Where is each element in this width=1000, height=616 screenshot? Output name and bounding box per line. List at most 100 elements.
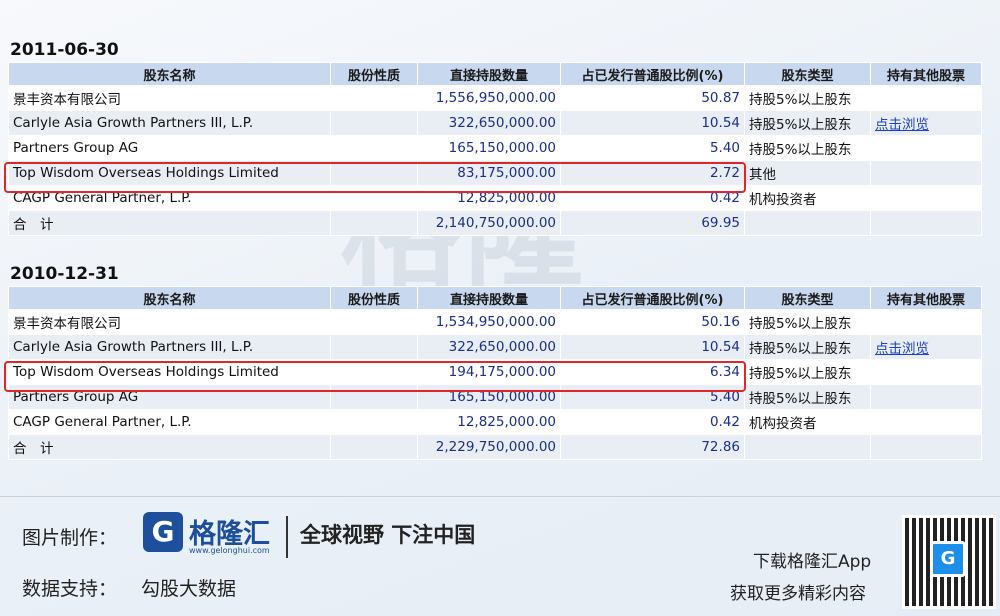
cell-nature <box>330 434 418 460</box>
cell-other <box>870 185 982 211</box>
data-source: 勾股大数据 <box>141 578 237 600</box>
highlight-box-2011 <box>4 162 746 193</box>
cell-nature <box>330 384 418 410</box>
table-row: CAGP General Partner, L.P. 12,825,000.00… <box>8 185 982 211</box>
cell-type <box>744 210 871 236</box>
cell-ratio: 5.40 <box>560 384 745 410</box>
cell-shares: 2,140,750,000.00 <box>417 210 561 236</box>
header-shares: 直接持股数量 <box>417 286 561 310</box>
cell-nature <box>330 110 418 136</box>
header-other: 持有其他股票 <box>870 62 982 86</box>
cell-type <box>744 434 871 460</box>
section-date: 2011-06-30 <box>10 40 119 60</box>
cell-nature <box>330 334 418 360</box>
cell-ratio: 5.40 <box>560 135 745 161</box>
table-row: Carlyle Asia Growth Partners III, L.P. 3… <box>8 334 982 360</box>
cell-shares: 322,650,000.00 <box>417 110 561 136</box>
data-label: 数据支持： <box>22 578 118 600</box>
cell-type: 持股5%以上股东 <box>744 135 871 161</box>
cell-shares: 165,150,000.00 <box>417 384 561 410</box>
cell-type: 持股5%以上股东 <box>744 359 871 385</box>
cell-ratio: 50.87 <box>560 85 745 111</box>
table-row: 景丰资本有限公司 1,534,950,000.00 50.16 持股5%以上股东 <box>8 309 982 335</box>
cell-ratio: 72.86 <box>560 434 745 460</box>
cell-nature <box>330 185 418 211</box>
cell-shares: 83,175,000.00 <box>417 160 561 186</box>
slogan: 全球视野 下注中国 <box>300 523 476 547</box>
download-text-2: 获取更多精彩内容 <box>730 584 866 604</box>
cell-name: 合 计 <box>8 434 331 460</box>
highlight-box-2010 <box>4 361 746 392</box>
cell-nature <box>330 85 418 111</box>
cell-shares: 165,150,000.00 <box>417 135 561 161</box>
cell-name: Partners Group AG <box>8 384 331 410</box>
cell-shares: 1,556,950,000.00 <box>417 85 561 111</box>
cell-other <box>870 210 982 236</box>
shareholder-section-2011: 2011-06-30 股东名称 股份性质 直接持股数量 占已发行普通股比例(%)… <box>8 38 982 236</box>
cell-name: Carlyle Asia Growth Partners III, L.P. <box>8 110 331 136</box>
table-header-row: 股东名称 股份性质 直接持股数量 占已发行普通股比例(%) 股东类型 持有其他股… <box>8 286 982 310</box>
cell-type: 机构投资者 <box>744 409 871 435</box>
cell-other <box>870 85 982 111</box>
table-row: Top Wisdom Overseas Holdings Limited 194… <box>8 359 982 385</box>
header-ratio: 占已发行普通股比例(%) <box>560 62 745 86</box>
cell-nature <box>330 309 418 335</box>
cell-other <box>870 309 982 335</box>
cell-other <box>870 359 982 385</box>
cell-shares: 12,825,000.00 <box>417 185 561 211</box>
shareholder-table: 股东名称 股份性质 直接持股数量 占已发行普通股比例(%) 股东类型 持有其他股… <box>8 62 982 236</box>
browse-link[interactable]: 点击浏览 <box>870 110 982 136</box>
cell-ratio: 50.16 <box>560 309 745 335</box>
cell-name: CAGP General Partner, L.P. <box>8 185 331 211</box>
cell-name: 景丰资本有限公司 <box>8 309 331 335</box>
cell-shares: 1,534,950,000.00 <box>417 309 561 335</box>
header-name: 股东名称 <box>8 62 331 86</box>
cell-shares: 322,650,000.00 <box>417 334 561 360</box>
header-type: 股东类型 <box>744 62 871 86</box>
cell-nature <box>330 135 418 161</box>
header-other: 持有其他股票 <box>870 286 982 310</box>
cell-type: 持股5%以上股东 <box>744 309 871 335</box>
credit-label: 图片制作： <box>22 527 118 549</box>
cell-other <box>870 409 982 435</box>
table-row: Top Wisdom Overseas Holdings Limited 83,… <box>8 160 982 186</box>
cell-type: 持股5%以上股东 <box>744 110 871 136</box>
logo-name: 格隆汇 <box>189 519 270 550</box>
download-text-1: 下载格隆汇App <box>753 552 872 572</box>
browse-link[interactable]: 点击浏览 <box>870 334 982 360</box>
cell-shares: 12,825,000.00 <box>417 409 561 435</box>
cell-ratio: 0.42 <box>560 409 745 435</box>
header-nature: 股份性质 <box>330 286 418 310</box>
cell-type: 机构投资者 <box>744 185 871 211</box>
section-date: 2010-12-31 <box>10 264 119 284</box>
header-type: 股东类型 <box>744 286 871 310</box>
cell-ratio: 69.95 <box>560 210 745 236</box>
cell-type: 持股5%以上股东 <box>744 85 871 111</box>
gelonghui-logo-icon: G <box>143 512 183 552</box>
logo-url: www.gelonghui.com <box>189 546 270 555</box>
cell-name: 景丰资本有限公司 <box>8 85 331 111</box>
cell-name: CAGP General Partner, L.P. <box>8 409 331 435</box>
cell-type: 持股5%以上股东 <box>744 334 871 360</box>
cell-type: 其他 <box>744 160 871 186</box>
table-row: Partners Group AG 165,150,000.00 5.40 持股… <box>8 135 982 161</box>
cell-nature <box>330 409 418 435</box>
footer-divider <box>0 496 1000 497</box>
cell-other <box>870 135 982 161</box>
table-row: Carlyle Asia Growth Partners III, L.P. 3… <box>8 110 982 136</box>
cell-other <box>870 434 982 460</box>
header-ratio: 占已发行普通股比例(%) <box>560 286 745 310</box>
qr-badge-icon: G <box>930 541 966 577</box>
table-header-row: 股东名称 股份性质 直接持股数量 占已发行普通股比例(%) 股东类型 持有其他股… <box>8 62 982 86</box>
cell-shares: 194,175,000.00 <box>417 359 561 385</box>
cell-other <box>870 384 982 410</box>
header-name: 股东名称 <box>8 286 331 310</box>
shareholder-section-2010: 2010-12-31 股东名称 股份性质 直接持股数量 占已发行普通股比例(%)… <box>8 262 982 460</box>
cell-shares: 2,229,750,000.00 <box>417 434 561 460</box>
cell-name: Partners Group AG <box>8 135 331 161</box>
footer-separator <box>286 516 288 558</box>
cell-name: Carlyle Asia Growth Partners III, L.P. <box>8 334 331 360</box>
table-row: CAGP General Partner, L.P. 12,825,000.00… <box>8 409 982 435</box>
shareholder-table: 股东名称 股份性质 直接持股数量 占已发行普通股比例(%) 股东类型 持有其他股… <box>8 286 982 460</box>
table-total-row: 合 计 2,229,750,000.00 72.86 <box>8 434 982 460</box>
